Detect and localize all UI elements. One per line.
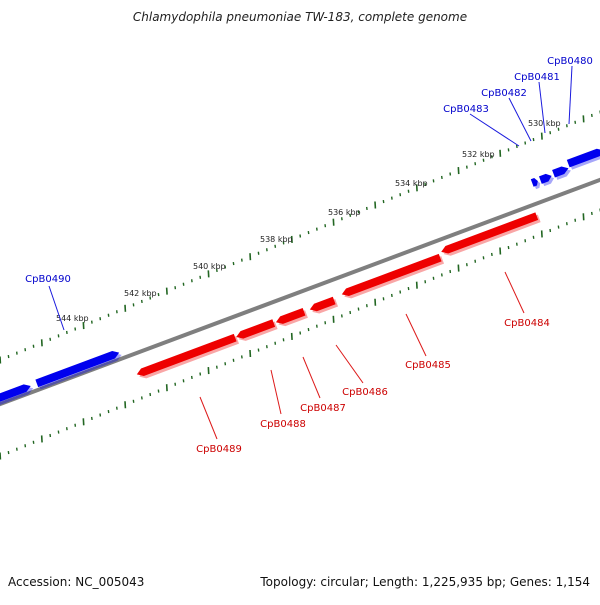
gene-label-cpb0488[interactable]: CpB0488 <box>260 419 306 430</box>
gene-labels: CpB0480 CpB0481 CpB0482 CpB0483 CpB0490 … <box>25 56 593 455</box>
gene-label-cpb0483[interactable]: CpB0483 <box>443 104 489 115</box>
gene-feature-reverse <box>135 333 239 381</box>
leader-line <box>336 345 363 383</box>
accession-text: Accession: NC_005043 <box>8 575 144 589</box>
leader-line <box>49 286 64 330</box>
genome-stats-text: Topology: circular; Length: 1,225,935 bp… <box>260 575 590 589</box>
gene-label-cpb0485[interactable]: CpB0485 <box>405 360 451 371</box>
leader-line <box>406 314 426 356</box>
scale-label: 538 kbp <box>260 235 293 244</box>
leader-line <box>569 66 572 124</box>
scale-label: 532 kbp <box>462 150 495 159</box>
label-leader-lines <box>49 66 572 439</box>
gene-label-cpb0484[interactable]: CpB0484 <box>504 318 550 329</box>
leader-line <box>271 370 281 414</box>
gene-feature-forward <box>567 146 600 170</box>
leader-line <box>505 272 524 313</box>
scale-label: 536 kbp <box>328 208 361 217</box>
gene-feature-reverse <box>275 307 308 328</box>
gene-label-cpb0486[interactable]: CpB0486 <box>342 387 388 398</box>
scale-label: 534 kbp <box>395 179 428 188</box>
map-title: Chlamydophila pneumoniae TW-183, complet… <box>0 10 600 24</box>
feature-arrow <box>35 349 120 387</box>
gene-label-cpb0489[interactable]: CpB0489 <box>196 444 242 455</box>
gene-label-cpb0482[interactable]: CpB0482 <box>481 88 527 99</box>
scale-label: 542 kbp <box>124 289 157 298</box>
genome-backbone <box>0 178 600 406</box>
leader-line <box>303 357 320 398</box>
gene-feature-reverse <box>235 319 278 344</box>
feature-arrow <box>340 254 441 298</box>
gene-feature-reverse <box>308 296 338 316</box>
feature-arrow <box>135 334 236 378</box>
scale-label: 540 kbp <box>193 262 226 271</box>
gene-features <box>0 146 600 406</box>
leader-line <box>470 114 519 146</box>
gene-label-cpb0490[interactable]: CpB0490 <box>25 274 71 285</box>
gene-label-cpb0481[interactable]: CpB0481 <box>514 72 560 83</box>
gene-feature-forward <box>35 348 123 390</box>
leader-line <box>200 397 217 439</box>
gene-label-cpb0487[interactable]: CpB0487 <box>300 403 346 414</box>
gene-feature-reverse <box>340 253 444 301</box>
gene-label-cpb0480[interactable]: CpB0480 <box>547 56 593 67</box>
gene-feature-forward <box>539 172 555 187</box>
